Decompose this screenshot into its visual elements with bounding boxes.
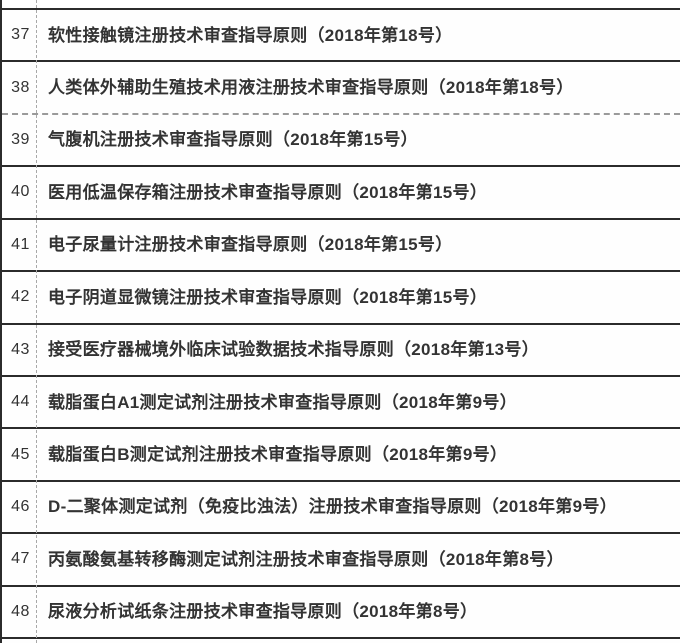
guideline-title-cell: 气腹机注册技术审查指导原则（2018年第15号） — [48, 130, 418, 150]
row-number-cell: 37 — [11, 26, 30, 44]
table-row: 40 医用低温保存箱注册技术审查指导原则（2018年第15号） — [2, 167, 680, 220]
guideline-title-cell: 丙氨酸氨基转移酶测定试剂注册技术审查指导原则（2018年第8号） — [48, 549, 564, 569]
table-bottom-partial-row — [2, 639, 680, 643]
row-number-cell: 39 — [11, 131, 30, 149]
guideline-title-cell: 医用低温保存箱注册技术审查指导原则（2018年第15号） — [48, 182, 488, 202]
table-row: 46 D-二聚体测定试剂（免疫比浊法）注册技术审查指导原则（2018年第9号） — [2, 482, 680, 535]
guideline-title-cell: 电子尿量计注册技术审查指导原则（2018年第15号） — [48, 235, 453, 255]
table-row: 43 接受医疗器械境外临床试验数据技术指导原则（2018年第13号） — [2, 325, 680, 377]
row-number-cell: 46 — [11, 498, 30, 515]
guideline-title-cell: 尿液分析试纸条注册技术审查指导原则（2018年第8号） — [48, 602, 478, 622]
row-number-cell: 48 — [11, 602, 30, 620]
table-row: 48 尿液分析试纸条注册技术审查指导原则（2018年第8号） — [2, 587, 680, 640]
row-number-cell: 44 — [11, 393, 30, 411]
guideline-title-cell: 电子阴道显微镜注册技术审查指导原则（2018年第15号） — [48, 287, 488, 307]
row-number-cell: 42 — [11, 288, 30, 306]
table-row: 45 载脂蛋白B测定试剂注册技术审查指导原则（2018年第9号） — [2, 429, 680, 482]
row-number-cell: 41 — [11, 235, 30, 253]
guideline-title-cell: 载脂蛋白B测定试剂注册技术审查指导原则（2018年第9号） — [48, 444, 508, 464]
row-number-cell: 38 — [11, 78, 30, 96]
guideline-title-cell: 载脂蛋白A1测定试剂注册技术审查指导原则（2018年第9号） — [48, 392, 518, 412]
table-row: 38 人类体外辅助生殖技术用液注册技术审查指导原则（2018年第18号） — [2, 62, 680, 115]
table-top-partial-row — [2, 0, 680, 10]
table-row: 41 电子尿量计注册技术审查指导原则（2018年第15号） — [2, 220, 680, 273]
row-number-cell: 45 — [11, 445, 30, 463]
table-row: 42 电子阴道显微镜注册技术审查指导原则（2018年第15号） — [2, 272, 680, 325]
row-number-cell: 43 — [11, 340, 30, 358]
row-number-cell: 47 — [11, 550, 30, 568]
guideline-title-cell: D-二聚体测定试剂（免疫比浊法）注册技术审查指导原则（2018年第9号） — [48, 497, 618, 517]
table-row: 39 气腹机注册技术审查指导原则（2018年第15号） — [2, 115, 680, 168]
table-row: 37 软性接触镜注册技术审查指导原则（2018年第18号） — [2, 10, 680, 63]
table-row: 47 丙氨酸氨基转移酶测定试剂注册技术审查指导原则（2018年第8号） — [2, 534, 680, 587]
guideline-title-cell: 接受医疗器械境外临床试验数据技术指导原则（2018年第13号） — [48, 340, 540, 360]
guideline-title-cell: 软性接触镜注册技术审查指导原则（2018年第18号） — [48, 25, 453, 45]
row-number-cell: 40 — [11, 183, 30, 201]
table-row: 44 载脂蛋白A1测定试剂注册技术审查指导原则（2018年第9号） — [2, 377, 680, 430]
guideline-title-cell: 人类体外辅助生殖技术用液注册技术审查指导原则（2018年第18号） — [48, 78, 574, 97]
